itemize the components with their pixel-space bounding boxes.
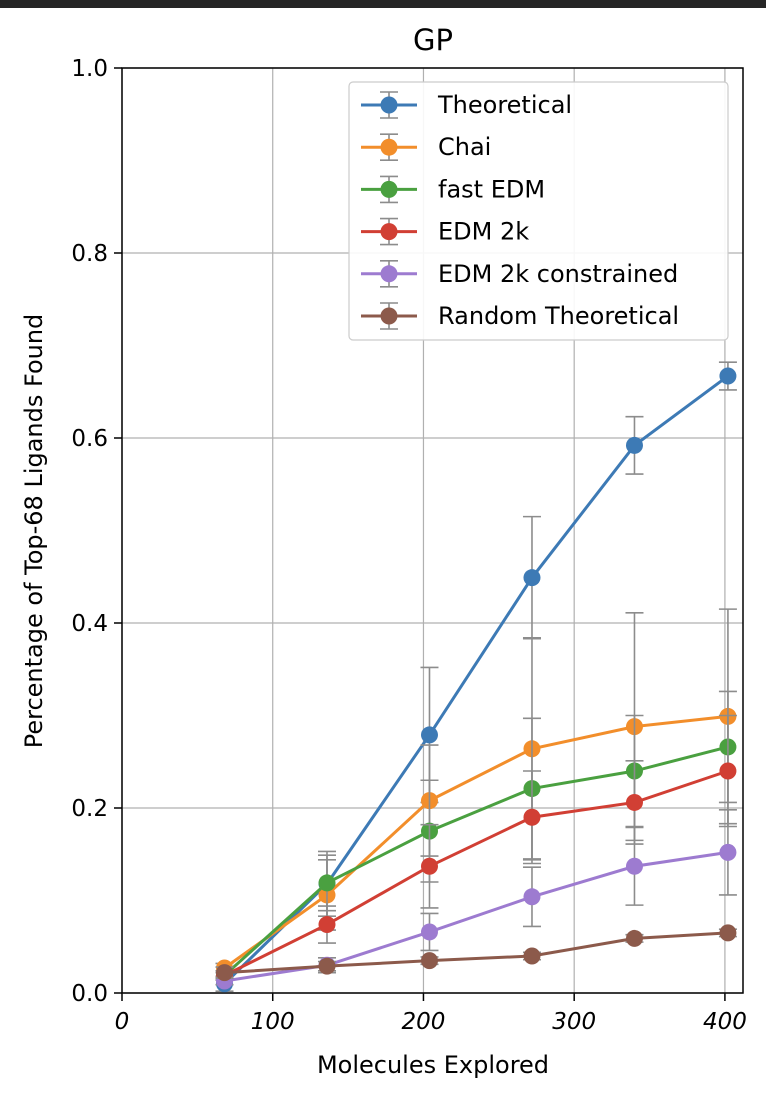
y-tick-label: 1.0	[71, 56, 108, 82]
data-point	[719, 762, 737, 780]
data-point	[420, 923, 438, 941]
legend-label: Random Theoretical	[438, 302, 679, 330]
series-theoretical	[215, 361, 737, 993]
plot-area: 0 100 200 300 400 0.0 0.2 0.4 0.6 0.8 1.0	[71, 56, 746, 1035]
legend-item: Random Theoretical	[361, 302, 679, 330]
series-line	[223, 745, 729, 977]
data-point	[420, 726, 438, 744]
y-axis-title: Percentage of Top-68 Ligands Found	[20, 314, 48, 749]
data-point	[523, 569, 541, 587]
legend-label: Theoretical	[437, 91, 572, 119]
legend-item: fast EDM	[361, 175, 545, 203]
legend-marker	[380, 307, 398, 325]
legend-item: EDM 2k	[361, 218, 529, 246]
data-point	[215, 964, 233, 982]
y-tick-label: 0.6	[71, 426, 108, 452]
legend-marker	[380, 180, 398, 198]
data-point	[318, 874, 336, 892]
legend-marker	[380, 138, 398, 156]
series-edm-2k-constrained	[215, 809, 737, 990]
series-line	[223, 374, 729, 985]
x-axis-title: Molecules Explored	[317, 1051, 549, 1079]
legend-label: EDM 2k	[438, 218, 529, 246]
x-tick-label: 100	[251, 1009, 295, 1035]
y-tick-label: 0.8	[71, 241, 108, 267]
legend-item: EDM 2k constrained	[361, 260, 678, 288]
series-random-theoretical	[215, 924, 737, 982]
axes-frame	[121, 67, 744, 994]
data-point	[420, 857, 438, 875]
y-tick-label: 0.0	[71, 981, 108, 1007]
legend: Theoretical Chai fast EDM EDM 2k EDM 2k cons…	[348, 81, 729, 341]
series-line	[224, 850, 729, 983]
data-point	[625, 436, 643, 454]
legend-label: Chai	[438, 133, 491, 161]
legend-label: EDM 2k constrained	[438, 260, 678, 288]
data-point	[625, 929, 643, 947]
legend-marker	[380, 265, 398, 283]
legend-box	[348, 81, 729, 341]
data-point	[625, 857, 643, 875]
data-point	[523, 808, 541, 826]
x-tick-label: 200	[402, 1009, 446, 1035]
data-point	[523, 947, 541, 965]
data-point	[318, 916, 336, 934]
series-edm-2k	[215, 714, 737, 984]
data-point	[625, 793, 643, 811]
data-point	[420, 952, 438, 970]
y-tick-label: 0.2	[71, 796, 108, 822]
x-tick-label: 400	[703, 1009, 747, 1035]
x-tick-label: 300	[552, 1009, 596, 1035]
series-line	[223, 769, 729, 977]
legend-label: fast EDM	[438, 175, 545, 203]
series-line	[223, 714, 729, 970]
data-point	[523, 888, 541, 906]
data-point	[318, 957, 336, 975]
legend-item: Chai	[361, 133, 491, 161]
y-tick-label: 0.4	[71, 611, 108, 637]
chart-title: GP	[413, 23, 453, 57]
legend-marker	[380, 96, 398, 114]
data-point	[719, 843, 737, 861]
x-tick-label: 0	[115, 1009, 130, 1035]
legend-marker	[380, 223, 398, 241]
series-line	[224, 931, 729, 975]
legend-item: Theoretical	[361, 91, 572, 119]
data-point	[719, 367, 737, 385]
data-point	[719, 924, 737, 942]
window-top-bar	[0, 0, 766, 8]
